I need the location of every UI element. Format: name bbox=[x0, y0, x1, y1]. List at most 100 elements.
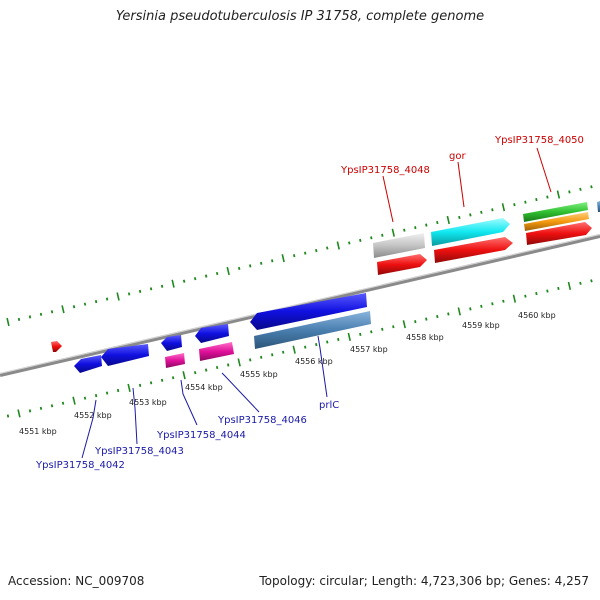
minor-tick bbox=[28, 315, 32, 319]
minor-tick bbox=[480, 304, 483, 308]
minor-tick bbox=[436, 315, 439, 319]
minor-tick bbox=[546, 195, 549, 199]
minor-tick bbox=[469, 307, 472, 311]
scale-label: 4560 kbp bbox=[518, 311, 556, 320]
gene-prlC-b[interactable] bbox=[254, 311, 371, 349]
minor-tick bbox=[535, 198, 538, 202]
minor-tick bbox=[249, 264, 252, 268]
minor-tick bbox=[116, 388, 120, 393]
minor-tick bbox=[326, 340, 329, 344]
minor-tick bbox=[337, 337, 340, 342]
gene-YpsIP31758_4044-b[interactable] bbox=[165, 353, 185, 368]
major-tick bbox=[457, 307, 461, 316]
minor-tick bbox=[94, 394, 98, 398]
scale-label: 4554 kbp bbox=[185, 383, 223, 392]
gene-label-gor[interactable]: gor bbox=[449, 151, 466, 162]
callout-line bbox=[81, 399, 97, 459]
minor-tick bbox=[28, 409, 32, 413]
callout-line bbox=[132, 387, 138, 445]
minor-tick bbox=[326, 246, 329, 250]
minor-tick bbox=[249, 358, 252, 362]
gene-YpsIP31758_4048-b[interactable] bbox=[377, 254, 427, 275]
gene-label-YpsIP31758_4048[interactable]: YpsIP31758_4048 bbox=[340, 165, 430, 176]
major-tick bbox=[17, 409, 21, 418]
minor-tick bbox=[524, 294, 527, 298]
minor-tick bbox=[414, 226, 417, 230]
minor-tick bbox=[425, 223, 428, 227]
gene-YpsIP31758_4050-b[interactable] bbox=[524, 212, 589, 231]
minor-tick bbox=[524, 200, 527, 204]
gene-label-YpsIP31758_4042[interactable]: YpsIP31758_4042 bbox=[35, 460, 125, 471]
major-tick bbox=[72, 396, 76, 405]
minor-tick bbox=[215, 271, 219, 276]
minor-tick bbox=[6, 414, 10, 418]
gene-small-red[interactable] bbox=[51, 341, 62, 352]
major-tick bbox=[402, 320, 406, 329]
gene-prlC-a[interactable] bbox=[250, 293, 367, 330]
major-tick bbox=[567, 281, 572, 290]
scale-labels: 4551 kbp 4552 kbp 4553 kbp 4554 kbp 4555… bbox=[19, 311, 556, 436]
minor-tick bbox=[215, 365, 219, 370]
scale-label: 4552 kbp bbox=[74, 411, 112, 420]
minor-tick bbox=[271, 259, 274, 263]
minor-tick bbox=[94, 300, 98, 304]
major-tick bbox=[171, 279, 175, 288]
minor-tick bbox=[204, 368, 208, 372]
scale-label: 4556 kbp bbox=[295, 357, 333, 366]
gene-label-YpsIP31758_4043[interactable]: YpsIP31758_4043 bbox=[94, 446, 184, 457]
minor-tick bbox=[535, 292, 538, 296]
minor-tick bbox=[260, 355, 263, 359]
minor-tick bbox=[238, 266, 241, 270]
minor-tick bbox=[590, 185, 593, 189]
genome-backbone-highlight bbox=[0, 234, 600, 374]
minor-tick bbox=[149, 287, 153, 291]
scale-label: 4551 kbp bbox=[19, 427, 57, 436]
minor-tick bbox=[315, 248, 318, 253]
gene-YpsIP31758_4042[interactable] bbox=[74, 355, 102, 373]
minor-tick bbox=[282, 350, 285, 354]
gene-YpsIP31758_4043[interactable] bbox=[101, 344, 149, 366]
gene-YpsIP31758_4050-a[interactable] bbox=[523, 202, 588, 222]
minor-tick bbox=[458, 215, 461, 220]
minor-tick bbox=[370, 236, 373, 240]
minor-tick bbox=[293, 254, 296, 258]
lower-tick-track bbox=[6, 279, 593, 418]
minor-tick bbox=[502, 299, 505, 303]
scale-label: 4553 kbp bbox=[129, 398, 167, 407]
minor-tick bbox=[469, 213, 472, 217]
minor-tick bbox=[50, 310, 54, 314]
reverse-callouts bbox=[81, 335, 328, 459]
gene-label-YpsIP31758_4044[interactable]: YpsIP31758_4044 bbox=[156, 430, 246, 441]
gene-label-prlC[interactable]: prlC bbox=[319, 400, 339, 411]
minor-tick bbox=[160, 284, 164, 288]
gene-YpsIP31758_4044-a[interactable] bbox=[161, 335, 182, 351]
minor-tick bbox=[579, 187, 582, 191]
minor-tick bbox=[557, 286, 560, 290]
genome-stats-text: Topology: circular; Length: 4,723,306 bp… bbox=[259, 574, 589, 588]
gene-edge-partial[interactable] bbox=[597, 201, 600, 212]
gene-gor-a[interactable] bbox=[431, 218, 510, 246]
gene-label-YpsIP31758_4050[interactable]: YpsIP31758_4050 bbox=[494, 135, 584, 146]
major-tick bbox=[347, 332, 351, 341]
forward-callouts bbox=[382, 147, 552, 223]
minor-tick bbox=[359, 332, 362, 336]
minor-tick bbox=[39, 312, 43, 316]
minor-tick bbox=[513, 203, 516, 207]
minor-tick bbox=[138, 289, 142, 293]
gene-YpsIP31758_4048-a[interactable] bbox=[373, 233, 425, 258]
gene-YpsIP31758_4046-b[interactable] bbox=[199, 342, 234, 361]
gene-YpsIP31758_4046-a[interactable] bbox=[195, 324, 229, 343]
major-tick bbox=[226, 266, 230, 276]
minor-tick bbox=[61, 401, 65, 405]
minor-tick bbox=[315, 342, 318, 347]
minor-tick bbox=[590, 279, 593, 283]
minor-tick bbox=[436, 221, 439, 225]
gene-gor-b[interactable] bbox=[434, 237, 513, 263]
minor-tick bbox=[39, 406, 43, 410]
gene-YpsIP31758_4050-c[interactable] bbox=[526, 222, 592, 245]
callout-line bbox=[221, 372, 260, 413]
major-tick bbox=[281, 254, 285, 263]
major-tick bbox=[556, 190, 561, 199]
gene-label-YpsIP31758_4046[interactable]: YpsIP31758_4046 bbox=[217, 415, 307, 426]
